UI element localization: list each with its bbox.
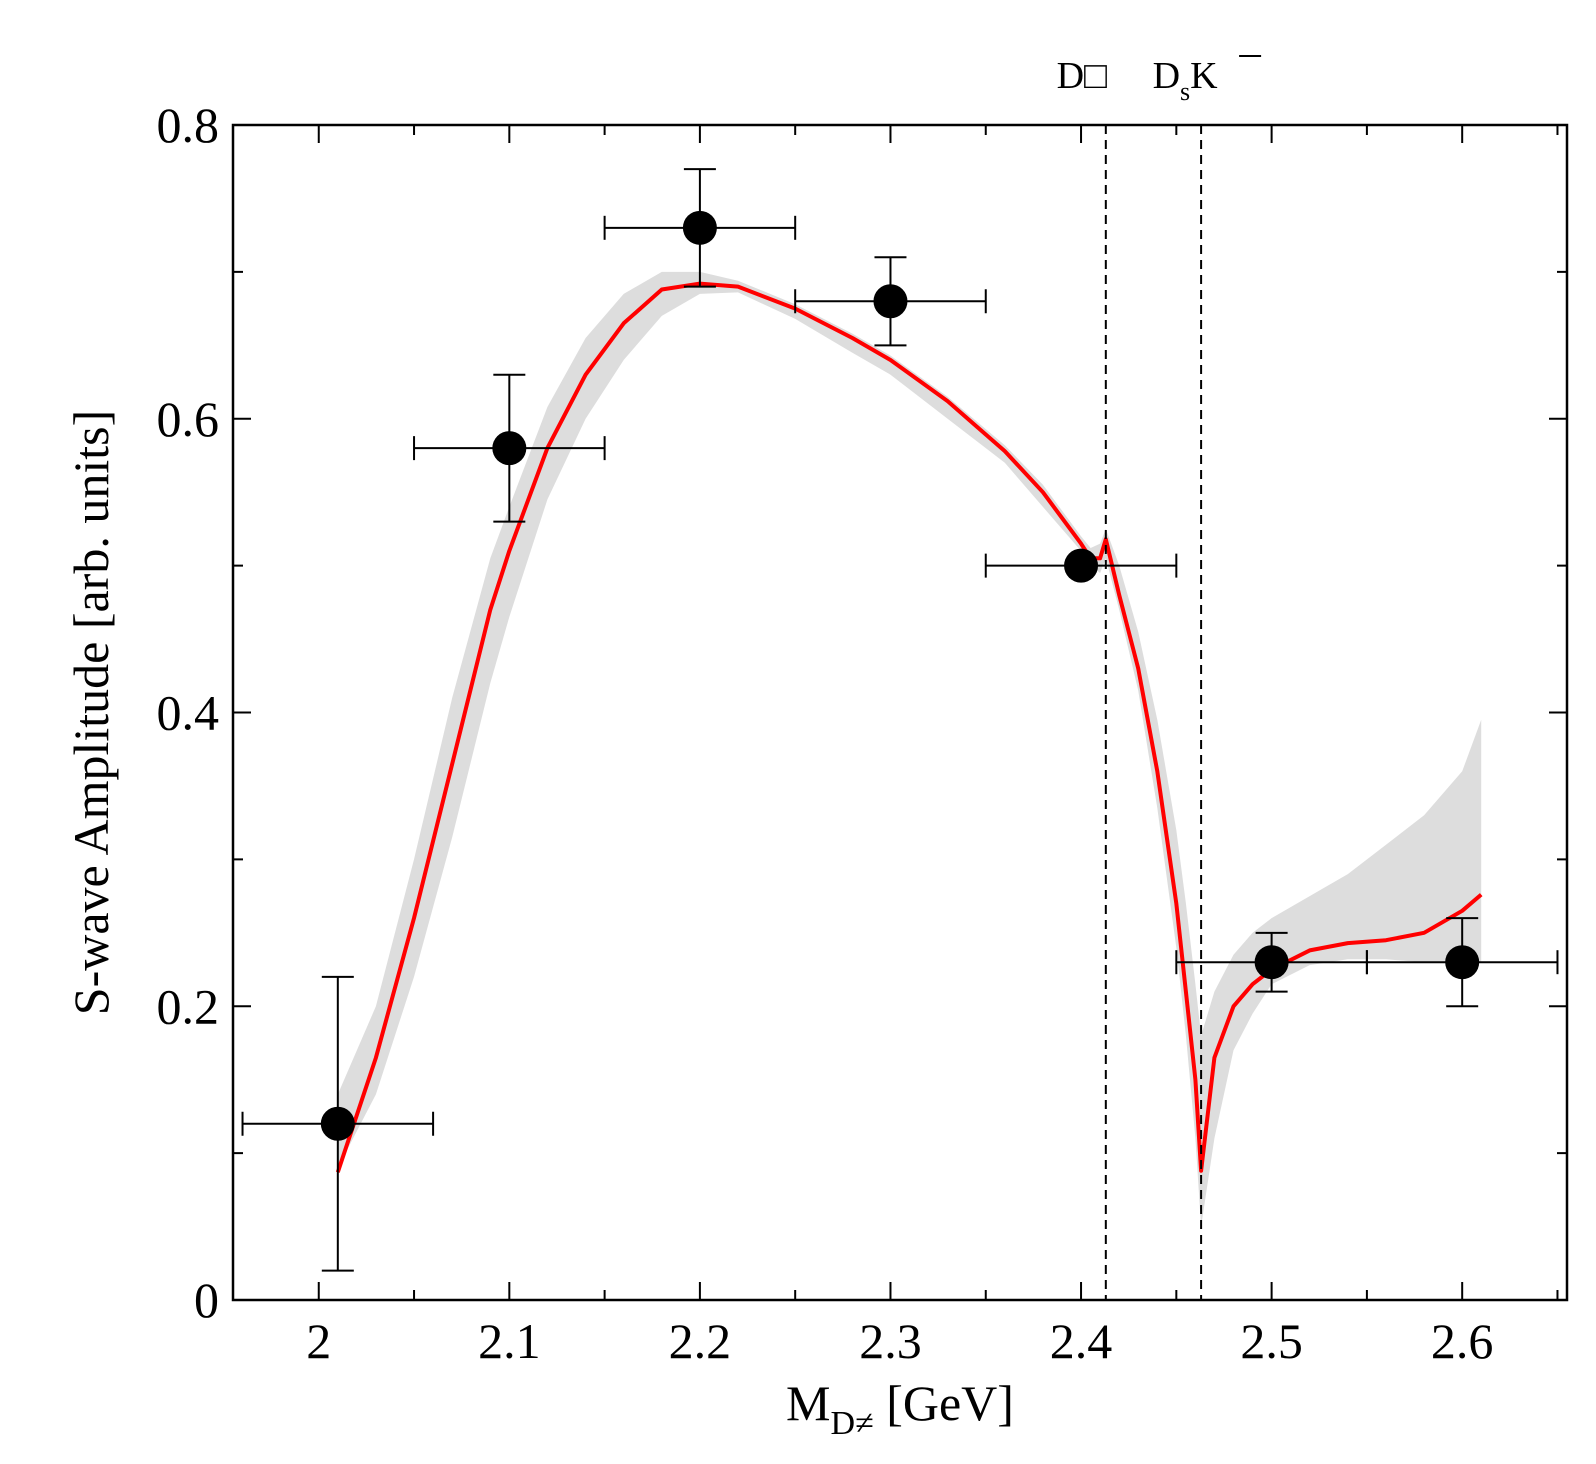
threshold-label: DsK — [1153, 55, 1219, 106]
threshold-label: D□ — [1057, 55, 1107, 97]
data-marker — [682, 210, 717, 245]
tick-labels: 2 2.1 2.2 2.3 2.4 2.5 2.6 0 0.2 0.4 0.6 0.8 — [157, 97, 1494, 1369]
y-tick-label: 0.4 — [157, 685, 220, 741]
data-point — [241, 975, 435, 1272]
x-tick-label: 2.5 — [1240, 1313, 1303, 1369]
y-tick-label: 0.8 — [157, 97, 220, 153]
band-area — [337, 271, 1482, 1227]
threshold-labels: D□ DsK — [1057, 55, 1262, 106]
data-points — [241, 168, 1559, 1272]
data-marker — [492, 431, 527, 466]
data-marker — [873, 284, 908, 319]
x-axis-label-unit: [GeV] — [874, 1375, 1014, 1431]
data-marker — [320, 1106, 355, 1141]
threshold-label-sub: s — [1180, 77, 1190, 106]
y-tick-label: 0.6 — [157, 391, 220, 447]
data-marker — [1445, 945, 1480, 980]
threshold-label-main: D — [1153, 55, 1180, 97]
x-axis-label-sub: D≠ — [831, 1405, 874, 1442]
x-tick-label: 2.3 — [859, 1313, 922, 1369]
threshold-lines — [1104, 125, 1203, 1300]
data-marker — [1064, 548, 1099, 583]
y-axis-label: S-wave Amplitude [arb. units] — [63, 410, 119, 1015]
x-tick-label: 2.6 — [1431, 1313, 1494, 1369]
data-point — [984, 548, 1178, 583]
data-point — [603, 168, 797, 288]
x-tick-label: 2.1 — [478, 1313, 541, 1369]
data-marker — [1254, 945, 1289, 980]
x-axis-label-main: M — [786, 1375, 830, 1431]
y-tick-label: 0.2 — [157, 978, 220, 1034]
threshold-label-main: D□ — [1057, 55, 1107, 97]
y-tick-label: 0 — [194, 1272, 219, 1328]
data-point — [413, 373, 606, 523]
uncertainty-band — [337, 271, 1482, 1227]
data-point — [1365, 917, 1559, 1008]
x-axis-label: MD≠ [GeV] — [786, 1375, 1014, 1442]
x-tick-label: 2.4 — [1050, 1313, 1113, 1369]
x-tick-label: 2 — [306, 1313, 331, 1369]
x-tick-label: 2.2 — [669, 1313, 732, 1369]
threshold-label-over: K — [1190, 55, 1218, 97]
data-point — [1175, 931, 1368, 993]
data-point — [794, 256, 987, 347]
axis-ticks — [233, 124, 1567, 1301]
